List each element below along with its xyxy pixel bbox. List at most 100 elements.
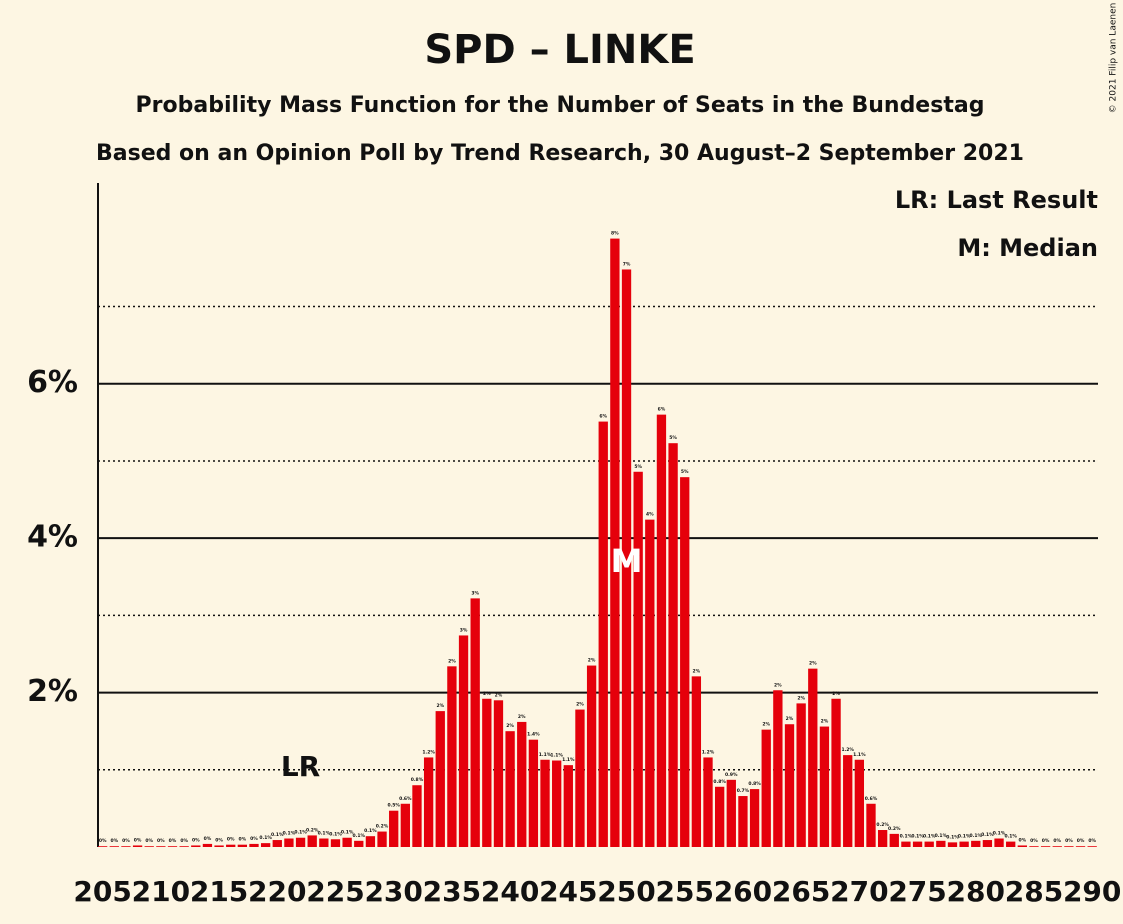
bar: [482, 698, 492, 847]
data-label: 2%: [786, 716, 794, 722]
data-label: 0.1%: [294, 830, 307, 836]
data-label: 0.2%: [376, 824, 389, 830]
x-tick-label: 220: [248, 875, 306, 908]
bar: [854, 759, 865, 847]
data-label: 2%: [495, 692, 503, 698]
bar: [470, 598, 480, 847]
last-result-marker: LR: [281, 750, 320, 783]
data-label: 2%: [797, 695, 805, 701]
data-label: 0.1%: [259, 835, 272, 841]
bar: [924, 841, 934, 847]
bar: [249, 843, 259, 847]
data-label: 0.1%: [993, 831, 1006, 837]
data-label: 1.4%: [527, 732, 540, 738]
bar: [877, 830, 888, 847]
x-tick-label: 245: [539, 875, 597, 908]
bar: [330, 839, 341, 847]
x-tick-label: 255: [656, 875, 714, 908]
legend-entry: LR: Last Result: [895, 186, 1098, 214]
data-label: 0.1%: [329, 831, 342, 837]
data-label: 0.9%: [725, 772, 738, 778]
data-label: 0.6%: [865, 796, 878, 802]
bar: [144, 846, 154, 847]
data-label: 0.1%: [900, 834, 913, 840]
bar: [633, 471, 643, 847]
x-tick-label: 275: [888, 875, 946, 908]
bar: [389, 810, 399, 847]
bar: [866, 803, 876, 847]
data-label: 7%: [623, 261, 631, 267]
bar: [738, 796, 748, 847]
bar: [586, 665, 597, 847]
data-label: 0.1%: [970, 833, 983, 839]
x-tick-label: 265: [772, 875, 830, 908]
bar: [668, 443, 678, 847]
chart-title: SPD – LINKE: [424, 27, 695, 73]
data-label: 2%: [576, 702, 584, 708]
data-label: 0.1%: [935, 833, 948, 839]
bar: [226, 844, 236, 847]
data-label: 2%: [436, 703, 444, 709]
data-label: 2%: [832, 691, 840, 697]
bar: [1064, 846, 1074, 847]
data-label: 0%: [180, 838, 188, 844]
bar: [936, 840, 946, 847]
bar: [773, 690, 783, 847]
data-label: 0.1%: [923, 834, 936, 840]
bar: [1075, 846, 1086, 847]
bar: [493, 700, 504, 847]
chart-subtitle: Based on an Opinion Poll by Trend Resear…: [96, 141, 1024, 166]
x-tick-label: 230: [364, 875, 422, 908]
x-tick-label: 205: [73, 875, 131, 908]
bar: [1040, 846, 1051, 847]
bar: [400, 803, 410, 847]
data-label: 0.1%: [318, 831, 331, 837]
data-label: 0.1%: [981, 832, 994, 838]
x-tick-label: 270: [830, 875, 888, 908]
data-label: 1.1%: [562, 757, 575, 763]
bar: [272, 840, 282, 847]
data-label: 0%: [169, 838, 177, 844]
bar: [191, 845, 201, 847]
bar: [680, 477, 690, 847]
bar: [621, 269, 632, 847]
data-label: 2%: [448, 658, 456, 664]
data-label: 0.1%: [958, 834, 971, 840]
data-label: 2%: [518, 714, 526, 720]
bar: [749, 789, 760, 847]
bar: [971, 840, 981, 847]
data-label: 0.1%: [1004, 834, 1017, 840]
data-label: 1.1%: [539, 752, 552, 758]
data-label: 6%: [658, 407, 666, 413]
bar: [284, 838, 294, 847]
median-marker: M: [611, 542, 643, 580]
x-tick-label: 285: [1005, 875, 1063, 908]
bar: [1006, 841, 1016, 847]
bar: [260, 843, 271, 847]
bar: [563, 765, 573, 847]
data-label: 2%: [506, 723, 514, 729]
data-label: 2%: [821, 719, 829, 725]
bar: [714, 786, 725, 847]
bar: [435, 711, 445, 847]
data-label: 0.1%: [271, 832, 284, 838]
data-label: 4%: [646, 512, 654, 518]
data-label: 2%: [483, 691, 491, 697]
bar: [132, 845, 143, 847]
bar: [1029, 846, 1039, 847]
bar: [703, 757, 713, 847]
data-label: 1.2%: [841, 747, 854, 753]
data-label: 0.8%: [748, 781, 761, 787]
data-label: 0%: [192, 837, 200, 843]
x-tick-label: 210: [132, 875, 190, 908]
bar: [796, 703, 806, 847]
bar: [901, 841, 911, 847]
bar: [831, 698, 841, 847]
bar: [645, 519, 655, 847]
chart-subtitle: Probability Mass Function for the Number…: [136, 93, 985, 118]
bar: [447, 666, 457, 847]
data-label: 2%: [588, 658, 596, 664]
bar: [167, 846, 178, 847]
